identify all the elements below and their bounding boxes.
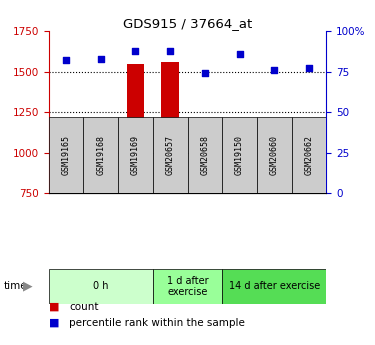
- Text: GSM20657: GSM20657: [166, 135, 175, 175]
- Point: [167, 48, 173, 53]
- Bar: [153, 269, 222, 304]
- Title: GDS915 / 37664_at: GDS915 / 37664_at: [123, 17, 252, 30]
- Text: GSM19169: GSM19169: [131, 135, 140, 175]
- Text: count: count: [69, 302, 99, 312]
- Bar: [49, 117, 83, 193]
- Bar: [292, 117, 326, 193]
- Text: ▶: ▶: [23, 280, 33, 293]
- Bar: [83, 117, 118, 193]
- Bar: [266, 185, 283, 315]
- Text: GSM20662: GSM20662: [304, 135, 313, 175]
- Bar: [222, 117, 257, 193]
- Bar: [127, 64, 144, 315]
- Text: time: time: [4, 282, 27, 291]
- Bar: [49, 269, 153, 304]
- Text: GSM19168: GSM19168: [96, 135, 105, 175]
- Text: GSM20660: GSM20660: [270, 135, 279, 175]
- Point: [63, 58, 69, 63]
- Text: 0 h: 0 h: [93, 282, 108, 291]
- Bar: [231, 121, 248, 315]
- Text: 14 d after exercise: 14 d after exercise: [229, 282, 320, 291]
- Bar: [57, 159, 75, 315]
- Point: [202, 70, 208, 76]
- Point: [237, 51, 243, 57]
- Bar: [222, 269, 326, 304]
- Point: [98, 56, 104, 61]
- Bar: [118, 117, 153, 193]
- Bar: [257, 117, 292, 193]
- Text: ■: ■: [49, 302, 59, 312]
- Text: percentile rank within the sample: percentile rank within the sample: [69, 318, 245, 327]
- Bar: [188, 117, 222, 193]
- Point: [271, 67, 277, 73]
- Bar: [153, 117, 188, 193]
- Text: ■: ■: [49, 318, 59, 327]
- Text: GSM19165: GSM19165: [62, 135, 70, 175]
- Bar: [300, 184, 318, 315]
- Text: GSM19150: GSM19150: [235, 135, 244, 175]
- Bar: [92, 152, 110, 315]
- Point: [132, 48, 138, 53]
- Text: 1 d after
exercise: 1 d after exercise: [166, 276, 208, 297]
- Bar: [162, 62, 179, 315]
- Point: [306, 66, 312, 71]
- Text: GSM20658: GSM20658: [200, 135, 209, 175]
- Bar: [196, 191, 213, 315]
